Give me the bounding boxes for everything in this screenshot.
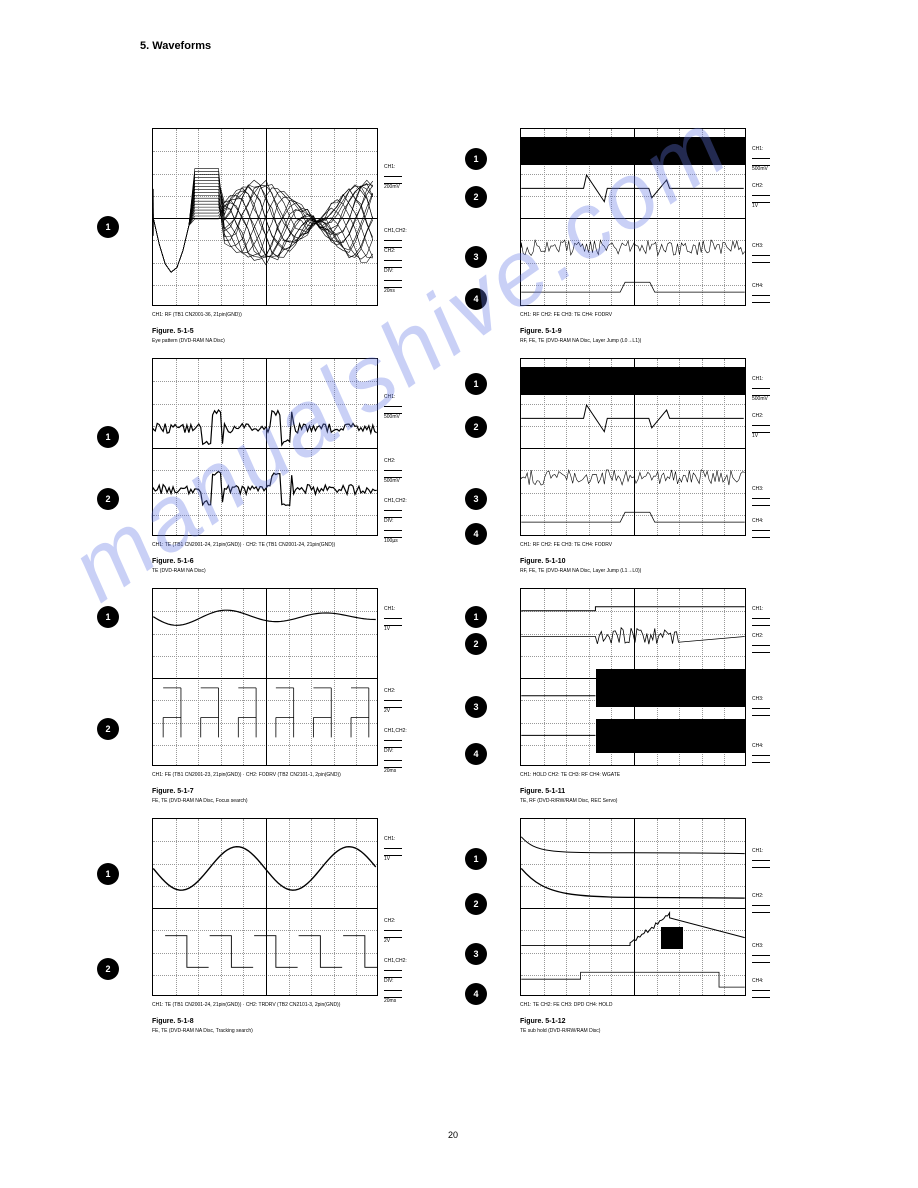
scale-label: DIV: 20ns	[384, 268, 402, 294]
scale-label: CH1:	[752, 606, 770, 626]
scale-label: DIV: 20ms	[384, 978, 402, 1004]
scale-label: CH3:	[752, 696, 770, 716]
scale-label: CH2: 2V	[384, 688, 402, 714]
channel-bullet: 3	[465, 696, 487, 718]
scale-label: CH1:	[752, 848, 770, 868]
figure-subtitle: RF, FE, TE (DVD-RAM NA Disc, Layer Jump …	[520, 338, 641, 344]
figure-subtitle: RF, FE, TE (DVD-RAM NA Disc, Layer Jump …	[520, 568, 641, 574]
scope-display	[520, 358, 746, 536]
scope-panel: 12CH1: 1VCH2: 2VCH1,CH2: DIV: 20msFigure…	[152, 588, 378, 766]
channel-bullet: 1	[97, 426, 119, 448]
scope-panel: 1234CH1: 500mVCH2: 1VCH3: CH4: Figure. 5…	[520, 128, 746, 306]
scale-label: DIV: 20ms	[384, 748, 402, 774]
scale-label: CH1: 1V	[384, 836, 402, 862]
scope-display	[520, 588, 746, 766]
scope-panel: 1CH1: 200mVCH1,CH2: CH2: DIV: 20nsFigure…	[152, 128, 378, 306]
channel-bullet: 2	[97, 718, 119, 740]
channel-bullet: 4	[465, 983, 487, 1005]
scope-display	[152, 588, 378, 766]
channel-bullet: 2	[97, 958, 119, 980]
scale-label: CH4:	[752, 978, 770, 998]
scale-label: CH1: 500mV	[384, 394, 402, 420]
scope-display	[520, 818, 746, 996]
channel-bullet: 1	[465, 373, 487, 395]
scale-label: CH3:	[752, 486, 770, 506]
figure-label: Figure. 5-1-5	[152, 328, 194, 335]
figure-label: Figure. 5-1-11	[520, 788, 565, 795]
channel-legend: CH1: TE (TB1 CN2001-24, 21pin(GND)) · CH…	[152, 542, 378, 548]
figure-label: Figure. 5-1-8	[152, 1018, 194, 1025]
channel-bullet: 4	[465, 523, 487, 545]
figure-subtitle: TE, RF (DVD-R/RW/RAM Disc, REC Servo)	[520, 798, 617, 804]
scale-label: CH1,CH2:	[384, 958, 407, 978]
figure-label: Figure. 5-1-7	[152, 788, 194, 795]
scope-display	[152, 358, 378, 536]
scale-label: CH3:	[752, 943, 770, 963]
figure-label: Figure. 5-1-9	[520, 328, 562, 335]
scope-panel: 12CH1: 1VCH2: 2VCH1,CH2: DIV: 20msFigure…	[152, 818, 378, 996]
channel-legend: CH1: TE (TB1 CN2001-24, 21pin(GND)) · CH…	[152, 1002, 378, 1008]
channel-bullet: 1	[465, 848, 487, 870]
scale-label: CH4:	[752, 518, 770, 538]
figure-label: Figure. 5-1-10	[520, 558, 566, 565]
channel-bullet: 2	[465, 186, 487, 208]
channel-legend: CH1: RF (TB1 CN2001-36, 21pin(GND))	[152, 312, 378, 318]
scale-label: DIV: 100µs	[384, 518, 402, 544]
scale-label: CH1,CH2:	[384, 228, 407, 248]
channel-legend: CH1: HOLD CH2: TE CH3: RF CH4: WGATE	[520, 772, 746, 778]
scale-label: CH1,CH2:	[384, 728, 407, 748]
channel-bullet: 3	[465, 943, 487, 965]
scope-display	[152, 128, 378, 306]
scope-panel: 1234CH1: CH2: CH3: CH4: Figure. 5-1-11TE…	[520, 588, 746, 766]
scope-panel: 1234CH1: CH2: CH3: CH4: Figure. 5-1-12TE…	[520, 818, 746, 996]
scale-label: CH4:	[752, 283, 770, 303]
page-title: 5. Waveforms	[140, 40, 211, 52]
channel-bullet: 4	[465, 288, 487, 310]
channel-bullet: 1	[97, 606, 119, 628]
scale-label: CH1: 500mV	[752, 376, 770, 402]
scale-label: CH2: 1V	[752, 183, 770, 209]
figure-subtitle: FE, TE (DVD-RAM NA Disc, Tracking search…	[152, 1028, 253, 1034]
scale-label: CH1: 1V	[384, 606, 402, 632]
channel-legend: CH1: FE (TB1 CN2001-23, 21pin(GND)) · CH…	[152, 772, 378, 778]
channel-legend: CH1: TE CH2: FE CH3: DPD CH4: HOLD	[520, 1002, 746, 1008]
channel-bullet: 2	[465, 893, 487, 915]
channel-bullet: 3	[465, 488, 487, 510]
scale-label: CH2:	[752, 893, 770, 913]
channel-legend: CH1: RF CH2: FE CH3: TE CH4: FODRV	[520, 312, 746, 318]
channel-bullet: 1	[465, 148, 487, 170]
figure-label: Figure. 5-1-6	[152, 558, 194, 565]
scale-label: CH2:	[384, 248, 402, 268]
channel-bullet: 1	[465, 606, 487, 628]
scale-label: CH2: 500mV	[384, 458, 402, 484]
scope-panel: 1234CH1: 500mVCH2: 1VCH3: CH4: Figure. 5…	[520, 358, 746, 536]
channel-bullet: 3	[465, 246, 487, 268]
scope-display	[152, 818, 378, 996]
scale-label: CH1: 200mV	[384, 164, 402, 190]
scale-label: CH2: 1V	[752, 413, 770, 439]
scope-panel: 12CH1: 500mVCH2: 500mVCH1,CH2: DIV: 100µ…	[152, 358, 378, 536]
channel-bullet: 2	[465, 416, 487, 438]
figure-subtitle: FE, TE (DVD-RAM NA Disc, Focus search)	[152, 798, 247, 804]
figure-subtitle: Eye pattern (DVD-RAM NA Disc)	[152, 338, 225, 344]
figure-subtitle: TE sub hold (DVD-R/RW/RAM Disc)	[520, 1028, 600, 1034]
scale-label: CH3:	[752, 243, 770, 263]
figure-subtitle: TE (DVD-RAM NA Disc)	[152, 568, 206, 574]
channel-bullet: 2	[97, 488, 119, 510]
channel-bullet: 1	[97, 863, 119, 885]
channel-bullet: 2	[465, 633, 487, 655]
figure-label: Figure. 5-1-12	[520, 1018, 566, 1025]
scale-label: CH4:	[752, 743, 770, 763]
scale-label: CH2:	[752, 633, 770, 653]
scope-display	[520, 128, 746, 306]
scale-label: CH2: 2V	[384, 918, 402, 944]
scale-label: CH1,CH2:	[384, 498, 407, 518]
channel-bullet: 4	[465, 743, 487, 765]
page-number: 20	[448, 1130, 458, 1140]
scale-label: CH1: 500mV	[752, 146, 770, 172]
channel-bullet: 1	[97, 216, 119, 238]
channel-legend: CH1: RF CH2: FE CH3: TE CH4: FODRV	[520, 542, 746, 548]
